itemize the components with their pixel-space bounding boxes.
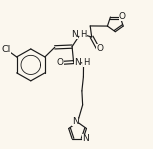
Text: O: O <box>57 58 64 67</box>
Text: H: H <box>83 58 89 67</box>
Text: O: O <box>96 44 103 53</box>
Text: O: O <box>119 12 125 21</box>
Text: Cl: Cl <box>2 45 11 54</box>
Text: H: H <box>80 30 87 39</box>
Text: N: N <box>82 134 89 143</box>
Text: N: N <box>71 30 78 39</box>
Text: N: N <box>74 58 80 67</box>
Text: N: N <box>72 117 78 126</box>
